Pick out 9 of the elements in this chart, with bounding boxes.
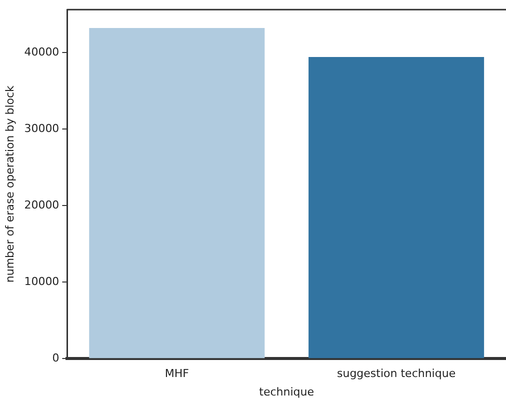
- y-tick-label: 0: [52, 351, 60, 364]
- y-axis-title: number of erase operation by block: [3, 84, 16, 283]
- x-tick-label: MHF: [164, 367, 189, 380]
- x-axis-title: technique: [259, 385, 314, 398]
- x-tick-label: suggestion technique: [337, 367, 456, 380]
- y-tick-label: 20000: [24, 198, 60, 212]
- y-tick-label: 10000: [24, 274, 60, 288]
- y-tick-label: 40000: [24, 45, 60, 58]
- y-tick-label: 30000: [24, 122, 60, 135]
